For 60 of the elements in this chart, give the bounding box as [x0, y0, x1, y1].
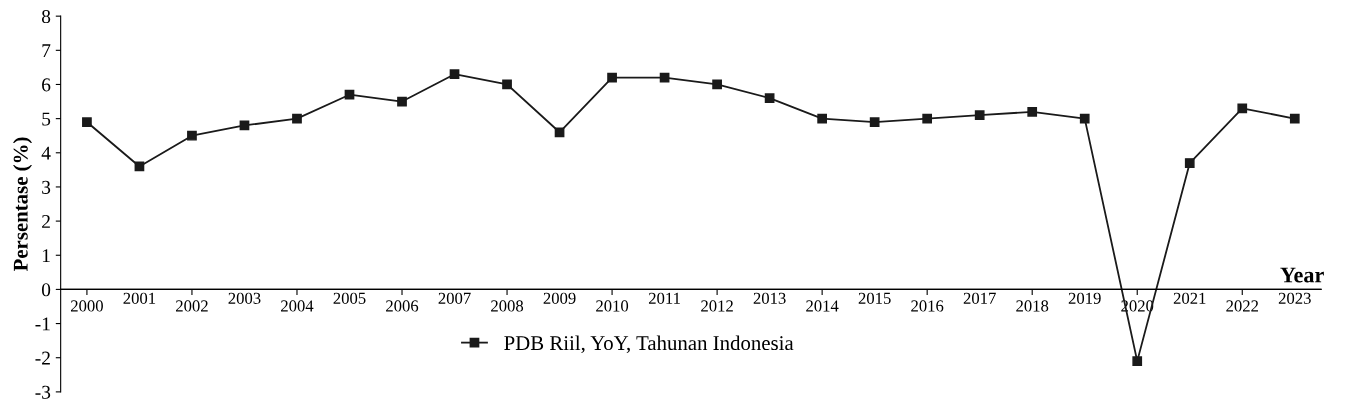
x-tick-label: 2001 [123, 292, 156, 304]
x-tick-label: 2018 [1016, 300, 1049, 312]
legend-label: PDB Riil, YoY, Tahunan Indonesia [504, 335, 794, 354]
y-tick-label: 6 [42, 78, 51, 92]
x-tick-label: 2002 [176, 300, 208, 312]
x-tick-label: 2019 [1068, 292, 1101, 304]
y-tick-label: 2 [42, 214, 50, 228]
x-tick-label: 2000 [70, 300, 103, 312]
x-tick-label: 2021 [1173, 292, 1206, 304]
x-tick-label: 2004 [281, 300, 314, 312]
point [1289, 113, 1300, 124]
point [1027, 106, 1038, 117]
x-tick-label: 2003 [228, 292, 261, 304]
x-tick-label: 2006 [386, 300, 419, 312]
y-tick-label: -2 [35, 351, 50, 365]
x-tick-label: 2016 [911, 300, 944, 312]
x-tick-label: 2005 [333, 292, 366, 304]
x-tick-label: 2022 [1226, 300, 1259, 312]
point [397, 96, 407, 107]
y-tick-label: 8 [41, 9, 51, 24]
y-tick-label: -1 [35, 317, 50, 331]
y-tick-label: 4 [41, 146, 51, 160]
point [1184, 158, 1195, 168]
point [82, 117, 92, 127]
point [1237, 103, 1248, 114]
point [502, 79, 512, 90]
x-tick-label: 2013 [753, 292, 786, 304]
y-tick-label: -3 [35, 385, 51, 399]
x-tick-label: 2007 [438, 292, 471, 304]
point [712, 79, 722, 90]
point [554, 127, 565, 138]
y-tick-label: 5 [42, 112, 51, 126]
x-tick-label: 2012 [701, 300, 733, 312]
x-tick-label: 2017 [963, 292, 996, 304]
y-tick-label: 1 [42, 249, 50, 262]
point [449, 69, 460, 80]
point [974, 110, 985, 121]
point [764, 93, 775, 103]
x-axis-title: Year [1280, 267, 1324, 283]
point [187, 130, 197, 141]
x-tick-label: 2010 [596, 300, 629, 312]
y-tick-label: 7 [42, 44, 51, 58]
y-axis-title: Persentase (%) [13, 137, 32, 272]
point [1132, 356, 1143, 367]
x-tick-label: 2008 [491, 300, 524, 312]
point [292, 113, 302, 124]
x-tick-label: 2023 [1278, 292, 1311, 304]
point [922, 113, 933, 124]
y-tick-label: 0 [41, 283, 51, 297]
x-tick-label: 2014 [806, 300, 839, 312]
point [659, 72, 670, 83]
point [817, 113, 828, 124]
point [1079, 113, 1090, 124]
point [344, 89, 355, 100]
x-tick-label: 2015 [858, 292, 891, 304]
point [607, 72, 617, 83]
y-tick-label: 3 [42, 180, 51, 194]
point [869, 117, 880, 127]
x-tick-label: 2009 [543, 292, 576, 304]
x-tick-label: 2011 [648, 292, 680, 304]
